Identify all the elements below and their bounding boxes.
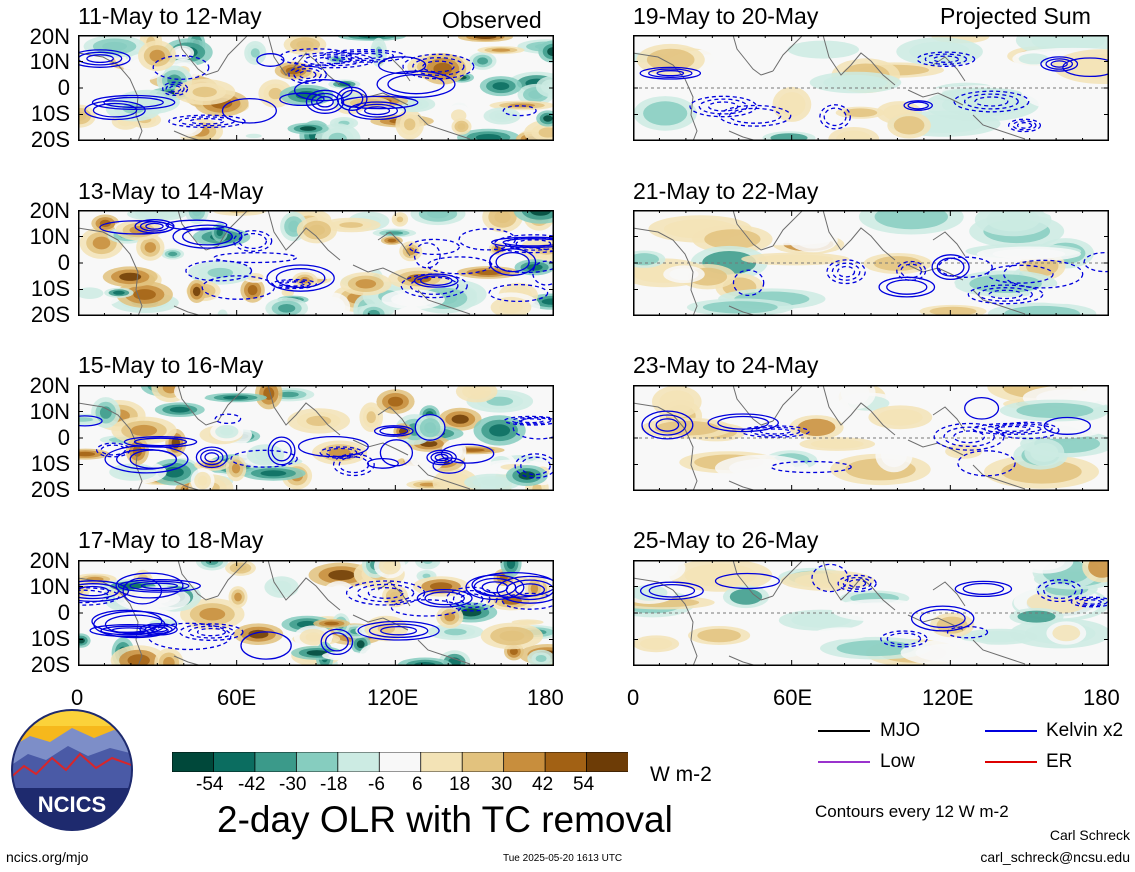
colorbar-segment (295, 752, 339, 772)
colorbar-segment (213, 752, 256, 772)
lat-label: 20S (30, 127, 70, 152)
colorbar-segment (503, 752, 546, 772)
colorbar-segment (544, 752, 588, 772)
lat-label: 20N (29, 24, 70, 49)
lat-label: 10S (30, 276, 70, 301)
map-panel-projected-4 (633, 560, 1109, 666)
colorbar-segment (172, 752, 215, 772)
lat-label: 10S (30, 101, 70, 126)
legend-line-mjo (818, 730, 870, 732)
map-panel-projected-3 (633, 385, 1109, 491)
site-link[interactable]: ncics.org/mjo (6, 849, 89, 865)
timestamp: Tue 2025-05-20 1613 UTC (503, 853, 623, 864)
map-panel-observed-3 (78, 385, 554, 491)
colorbar-label: -18 (320, 774, 348, 795)
lat-label: 20S (30, 652, 70, 677)
legend-line-kelvin (985, 730, 1037, 732)
map-panel-projected-1 (633, 35, 1109, 141)
lat-label: 0 (57, 75, 70, 100)
lon-label: 120E (367, 685, 419, 710)
legend-line-er (985, 761, 1037, 763)
lon-label: 180 (1083, 685, 1120, 710)
legend-label-mjo: MJO (880, 720, 921, 741)
panel-title-projected-1: 19-May to 20-May (633, 3, 819, 29)
lat-label: 20N (29, 548, 70, 573)
colorbar-label: -42 (238, 774, 266, 795)
lat-label: 10N (29, 574, 70, 599)
projected-sum-label: Projected Sum (940, 3, 1091, 29)
legend-label-er: ER (1046, 751, 1073, 772)
author: Carl Schreck (1049, 827, 1130, 843)
lat-label: 10S (30, 626, 70, 651)
lon-label: 120E (922, 685, 974, 710)
colorbar-label: -6 (368, 774, 385, 795)
colorbar-segment (254, 752, 298, 772)
panel-title-observed-3: 15-May to 16-May (78, 352, 264, 378)
panel-title-observed-4: 17-May to 18-May (78, 527, 264, 553)
lat-label: 10N (29, 224, 70, 249)
colorbar-label: 18 (449, 774, 471, 795)
colorbar-segment (378, 752, 422, 772)
lat-label: 20S (30, 302, 70, 327)
lon-label: 0 (71, 685, 84, 710)
lon-label: 0 (627, 685, 640, 710)
lat-label: 20N (29, 198, 70, 223)
colorbar-label: -30 (279, 774, 307, 795)
colorbar-segment (420, 752, 464, 772)
lat-label: 10N (29, 399, 70, 424)
map-panel-observed-2 (78, 210, 554, 316)
panel-title-observed-1: 11-May to 12-May (78, 3, 262, 29)
colorbar-label: 54 (573, 774, 595, 795)
panel-title-projected-3: 23-May to 24-May (633, 352, 819, 378)
lat-label: 0 (57, 425, 70, 450)
lon-label: 60E (217, 685, 257, 710)
lon-label: 60E (773, 685, 813, 710)
map-panel-observed-4 (78, 560, 554, 666)
lat-label: 10N (29, 49, 70, 74)
colorbar-segment (461, 752, 505, 772)
legend-line-low (818, 761, 870, 763)
colorbar-label: -54 (196, 774, 224, 795)
colorbar (172, 752, 628, 772)
map-panel-projected-2 (633, 210, 1109, 316)
legend-label-kelvin: Kelvin x2 (1046, 720, 1124, 741)
colorbar-units: W m-2 (650, 763, 712, 786)
colorbar-segment (337, 752, 381, 772)
map-panel-observed-1 (78, 35, 554, 141)
colorbar-label: 6 (412, 774, 423, 795)
colorbar-label: 30 (491, 774, 513, 795)
lat-label: 0 (57, 600, 70, 625)
logo-text: NCICS (38, 792, 106, 817)
observed-label: Observed (442, 7, 542, 33)
ncics-logo: NCICS (11, 709, 133, 831)
panel-title-projected-4: 25-May to 26-May (633, 527, 819, 553)
lat-label: 20S (30, 477, 70, 502)
colorbar-segment (586, 752, 628, 772)
legend-label-low: Low (880, 751, 915, 772)
panel-title-projected-2: 21-May to 22-May (633, 178, 819, 204)
panel-title-observed-2: 13-May to 14-May (78, 178, 264, 204)
lon-label: 180 (527, 685, 564, 710)
main-title: 2-day OLR with TC removal (217, 799, 673, 840)
author-email: carl_schreck@ncsu.edu (980, 849, 1130, 865)
colorbar-label: 42 (532, 774, 554, 795)
lat-label: 20N (29, 373, 70, 398)
contours-note: Contours every 12 W m-2 (815, 802, 1009, 821)
lat-label: 0 (57, 250, 70, 275)
lat-label: 10S (30, 451, 70, 476)
